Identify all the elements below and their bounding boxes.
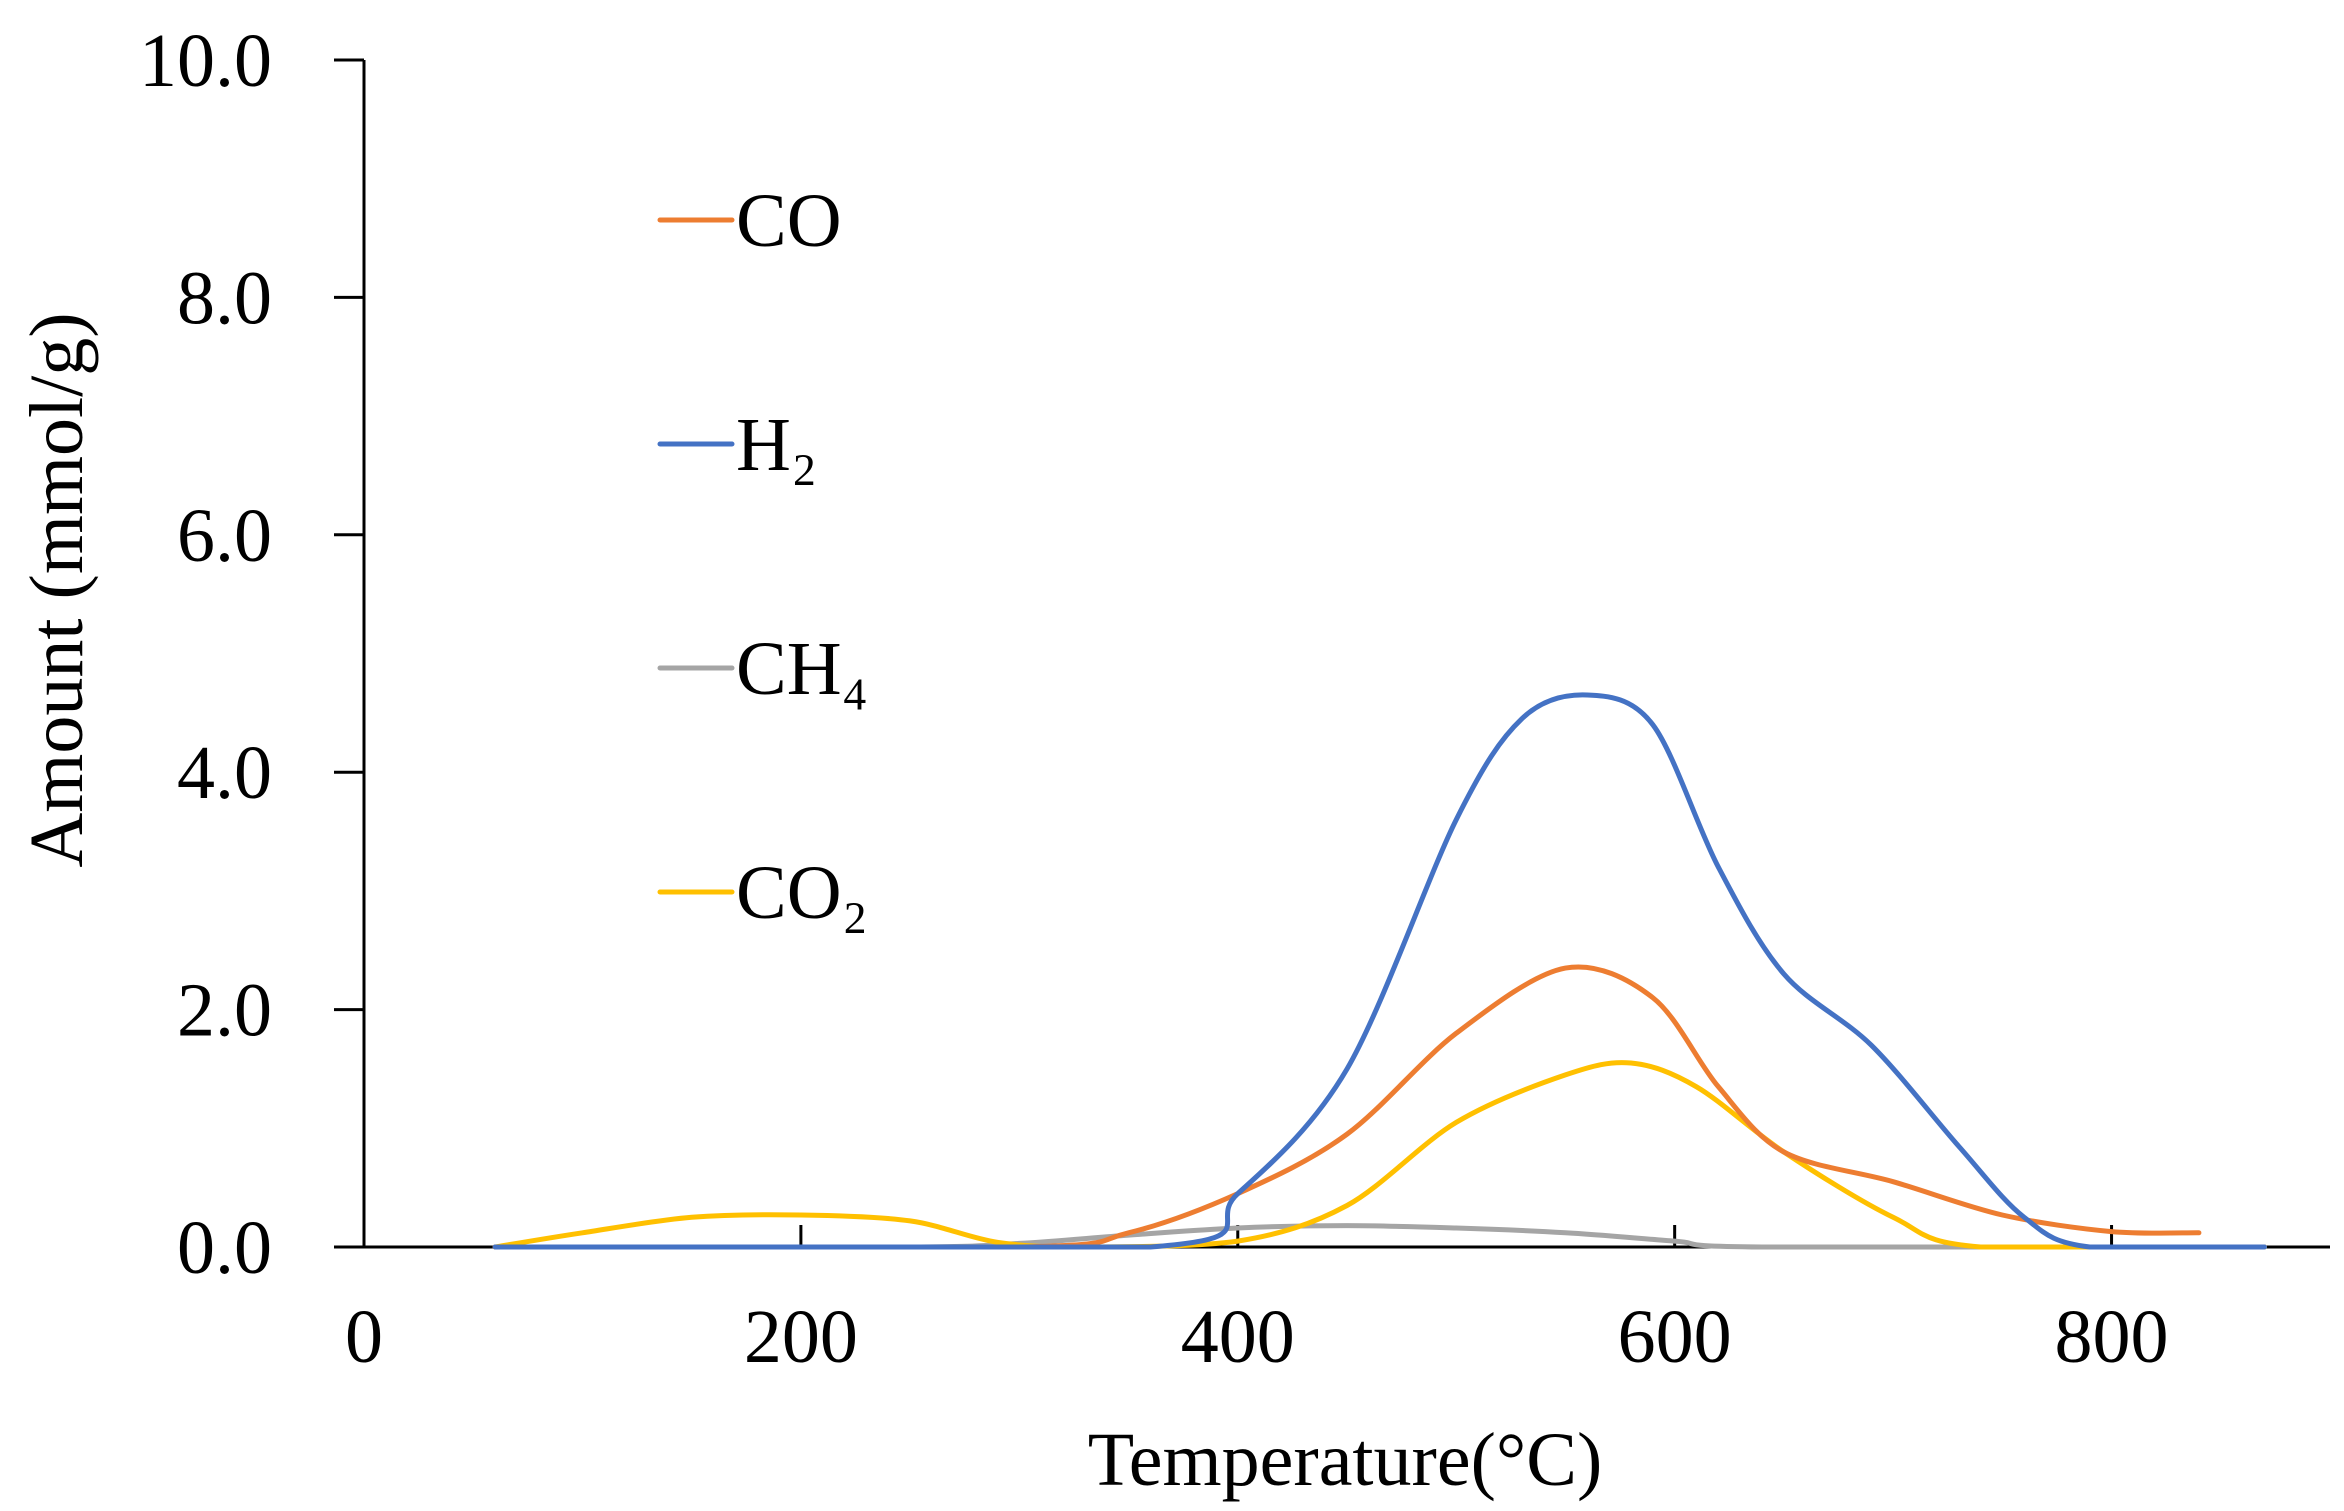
x-axis-title: Temperature(°C) [1088,1418,1603,1502]
y-axis-title: Amount (mmol/g) [15,312,99,867]
y-tick-label: 4.0 [177,731,272,815]
y-tick-label: 6.0 [177,494,272,578]
plot-area: 0.0 2.0 4.0 6.0 8.0 10.0 0 200 400 600 800 [139,19,2330,1379]
y-tick-label: 8.0 [177,256,272,340]
legend: CO H₂ CH₄ CO₂ [657,179,868,935]
y-tick-label: 2.0 [177,969,272,1053]
series-line-h2 [492,692,2267,1250]
x-tick-label: 400 [1181,1295,1295,1379]
x-tick-label: 200 [744,1295,858,1379]
y-tick-label: 10.0 [139,19,272,103]
series-line-co [492,964,2202,1250]
series-line-ch4 [492,1223,2267,1250]
y-tick-label: 0.0 [177,1206,272,1290]
x-tick-label: 600 [1618,1295,1732,1379]
legend-label: CO₂ [736,851,868,935]
x-axis-ticks: 0 200 400 600 800 [345,1225,2169,1379]
legend-label: CH₄ [736,627,868,711]
legend-label: H₂ [736,403,817,487]
x-tick-label: 0 [345,1295,383,1379]
series-lines [492,692,2267,1250]
y-axis-ticks: 0.0 2.0 4.0 6.0 8.0 10.0 [139,19,364,1290]
legend-label: CO [736,179,842,263]
series-line-co2 [492,1060,2267,1250]
x-tick-label: 800 [2055,1295,2169,1379]
